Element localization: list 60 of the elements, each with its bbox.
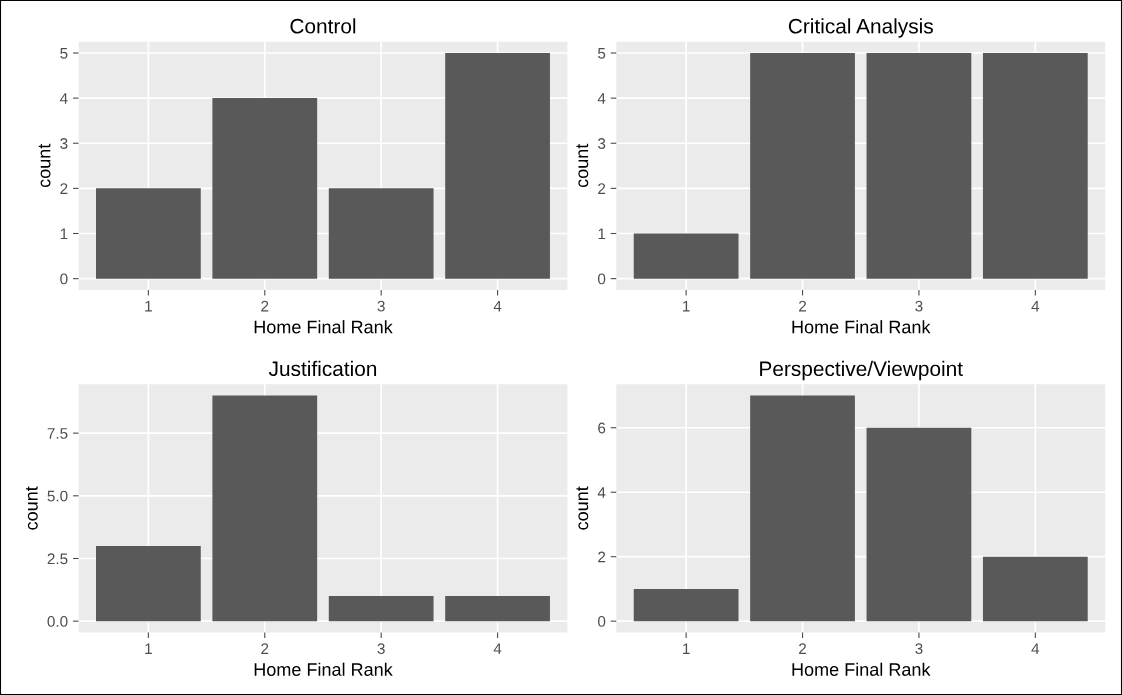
y-axis-title: count	[576, 143, 589, 188]
y-tick-label: 2	[598, 551, 606, 563]
chart-title: Critical Analysis	[788, 18, 933, 38]
y-tick-label: 0	[597, 273, 606, 285]
x-tick-label: 4	[493, 643, 502, 654]
bar	[866, 427, 972, 622]
bar	[212, 395, 318, 622]
y-tick-label: 4	[59, 93, 68, 104]
chart-title: Justification	[268, 360, 377, 377]
x-tick-label: 3	[915, 643, 923, 655]
y-tick-label: 1	[60, 228, 68, 240]
y-tick-label: 0.0	[47, 616, 68, 627]
y-tick-label: 5	[598, 48, 606, 59]
x-tick-label: 2	[261, 643, 269, 654]
y-axis-title: count	[38, 143, 51, 188]
y-tick-label: 3	[60, 138, 68, 149]
y-tick-label: 5.0	[47, 490, 68, 502]
y-axis-title: count	[25, 486, 38, 530]
bar	[445, 596, 550, 622]
y-tick-label: 2	[598, 183, 606, 194]
y-tick-label: 6	[598, 422, 606, 434]
x-axis-title: Home Final Rank	[792, 662, 931, 676]
x-tick-label: 4	[493, 300, 502, 312]
bar	[750, 395, 855, 622]
bar	[212, 98, 318, 279]
y-tick-label: 3	[597, 138, 606, 149]
y-tick-label: 0	[60, 273, 68, 285]
bar	[633, 588, 739, 622]
x-tick-label: 1	[145, 300, 152, 312]
x-tick-label: 1	[145, 643, 152, 654]
x-tick-label: 2	[799, 300, 807, 312]
x-axis-title: Home Final Rank	[792, 320, 931, 334]
x-tick-label: 2	[799, 643, 807, 654]
chart-title: Perspective/Viewpoint	[760, 360, 963, 381]
x-tick-label: 3	[377, 643, 385, 655]
y-tick-label: 5	[60, 48, 68, 59]
y-tick-label: 0	[597, 616, 606, 627]
x-tick-label: 3	[377, 300, 385, 312]
chart-title: Control	[290, 18, 356, 34]
bar	[328, 188, 434, 279]
x-axis-title: Home Final Rank	[254, 320, 393, 334]
bar	[96, 188, 201, 279]
bar	[445, 52, 550, 279]
x-tick-label: 4	[1031, 643, 1040, 654]
bar	[982, 556, 1088, 622]
x-tick-label: 2	[261, 300, 269, 312]
y-tick-label: 1	[598, 228, 606, 240]
y-tick-label: 2.5	[47, 553, 68, 565]
y-axis-title: count	[576, 486, 589, 530]
y-tick-label: 2	[60, 183, 68, 194]
y-tick-label: 4	[597, 487, 606, 498]
x-axis-title: Home Final Rank	[254, 662, 393, 676]
x-tick-label: 4	[1031, 300, 1040, 312]
x-tick-label: 1	[683, 643, 690, 654]
x-tick-label: 1	[683, 300, 690, 312]
bar	[96, 545, 201, 622]
y-tick-label: 4	[597, 93, 606, 104]
x-tick-label: 3	[915, 300, 923, 312]
y-tick-label: 7.5	[47, 428, 68, 439]
bar	[328, 596, 434, 622]
